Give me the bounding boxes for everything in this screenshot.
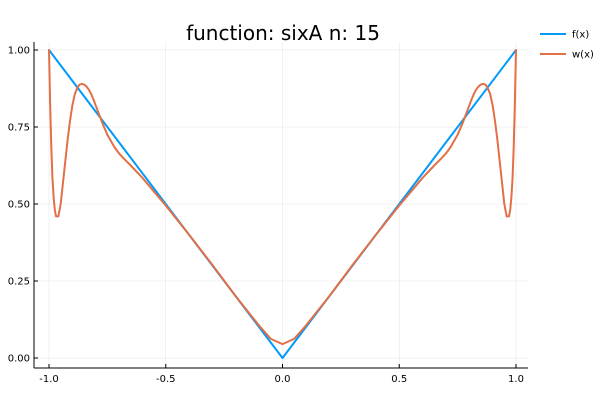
legend-label: w(x) <box>572 50 594 61</box>
y-tick-label: 1.00 <box>8 46 30 57</box>
y-tick-label: 0.25 <box>8 277 30 288</box>
series-layer <box>48 49 517 359</box>
x-tick-label: -1.0 <box>39 374 59 385</box>
x-tick-label: 0.0 <box>275 374 291 385</box>
series-line-w <box>48 49 517 346</box>
grid <box>34 42 528 368</box>
chart-title: function: sixA n: 15 <box>186 21 380 45</box>
legend: f(x) w(x) <box>540 30 594 61</box>
y-tick-label: 0.00 <box>8 354 30 365</box>
y-tick-label: 0.75 <box>8 123 30 134</box>
legend-label: f(x) <box>572 30 589 41</box>
axes <box>33 42 528 369</box>
x-tick-label: 0.5 <box>391 374 407 385</box>
x-tick-label: -0.5 <box>156 374 176 385</box>
y-tick-label: 0.50 <box>8 200 30 211</box>
tick-labels: -1.0 -0.5 0.0 0.5 1.0 0.00 0.25 0.50 0.75 1.00 <box>8 46 524 386</box>
x-tick-label: 1.0 <box>508 374 524 385</box>
series-line-f <box>48 49 517 359</box>
